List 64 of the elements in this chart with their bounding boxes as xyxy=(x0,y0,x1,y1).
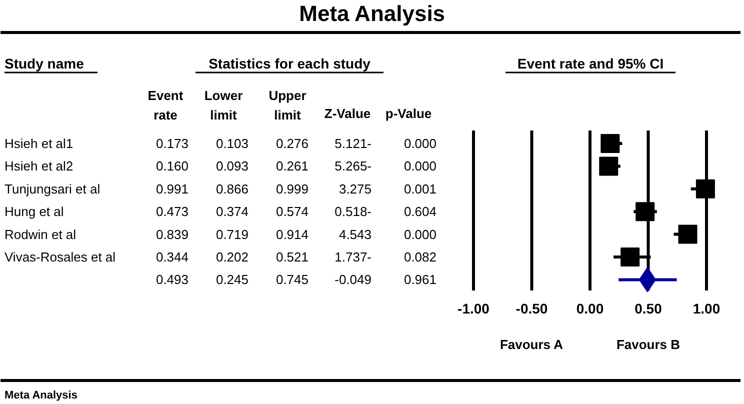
text: 0.202 xyxy=(216,250,249,264)
text: 0.518- xyxy=(334,204,372,220)
point xyxy=(636,202,655,222)
point xyxy=(599,156,618,176)
x-tick-label: -1.00 xyxy=(458,300,490,316)
text: 0.160 xyxy=(156,158,189,174)
text: Hung et al xyxy=(4,204,64,220)
text: 0.245 xyxy=(216,272,249,288)
text: 0.000 xyxy=(404,136,437,151)
text: Event rate xyxy=(148,88,184,122)
text: Meta Analysis xyxy=(299,1,446,26)
point xyxy=(600,134,620,153)
text: 0.276 xyxy=(276,136,309,151)
text: Lower limit xyxy=(204,88,243,122)
text: Hsieh et al1 xyxy=(4,136,74,151)
text: 1.737- xyxy=(334,250,372,264)
x-tick-label: 1.00 xyxy=(692,300,720,316)
text: 0.521 xyxy=(276,250,309,264)
text: 0.719 xyxy=(216,226,249,242)
text: Favours A xyxy=(500,337,564,352)
text: 0.000 xyxy=(404,226,437,242)
text: 0.999 xyxy=(276,181,309,196)
text: 0.604 xyxy=(404,204,437,220)
text: 0.261 xyxy=(276,158,309,174)
text: 0.991 xyxy=(156,181,189,196)
text: 0.839 xyxy=(156,226,189,242)
text: 0.866 xyxy=(216,181,249,196)
x-tick-label: 0.00 xyxy=(576,300,604,316)
text: 0.000 xyxy=(404,158,437,174)
x-tick-label: -0.50 xyxy=(516,300,548,316)
text: 0.473 xyxy=(156,204,189,220)
x-tick-label: 0.50 xyxy=(634,300,662,316)
text: 5.265- xyxy=(334,158,372,174)
text: 0.093 xyxy=(216,158,249,174)
text: 0.745 xyxy=(276,272,309,288)
text: Tunjungsari et al xyxy=(4,181,100,196)
text: -0.049 xyxy=(334,272,372,288)
text: Favours B xyxy=(616,337,680,352)
text: Vivas-Rosales et al xyxy=(4,250,116,264)
text: Z-Value xyxy=(324,106,371,121)
text: 5.121- xyxy=(334,136,372,151)
text: 0.001 xyxy=(404,181,437,196)
text: Hsieh et al2 xyxy=(4,158,74,174)
text: Statistics for each study xyxy=(208,56,371,72)
text: Meta Analysis xyxy=(4,390,78,402)
text: Upper limit xyxy=(268,88,306,122)
point xyxy=(696,179,715,198)
text: 0.173 xyxy=(156,136,189,151)
text: 0.082 xyxy=(404,250,437,264)
text: 0.961 xyxy=(404,272,437,288)
text: Rodwin et al xyxy=(4,226,76,242)
point xyxy=(620,248,640,266)
text: 0.374 xyxy=(216,204,249,220)
text: 4.543 xyxy=(338,226,372,242)
text: 0.103 xyxy=(216,136,249,151)
text: 0.493 xyxy=(156,272,189,288)
text: 3.275 xyxy=(338,181,372,196)
text: 0.344 xyxy=(156,250,189,264)
text: 0.574 xyxy=(276,204,309,220)
point xyxy=(678,224,698,244)
text: 0.914 xyxy=(276,226,309,242)
text: p-Value xyxy=(385,106,432,121)
text: Event rate and 95% CI xyxy=(517,56,664,72)
text: Study name xyxy=(4,56,84,72)
